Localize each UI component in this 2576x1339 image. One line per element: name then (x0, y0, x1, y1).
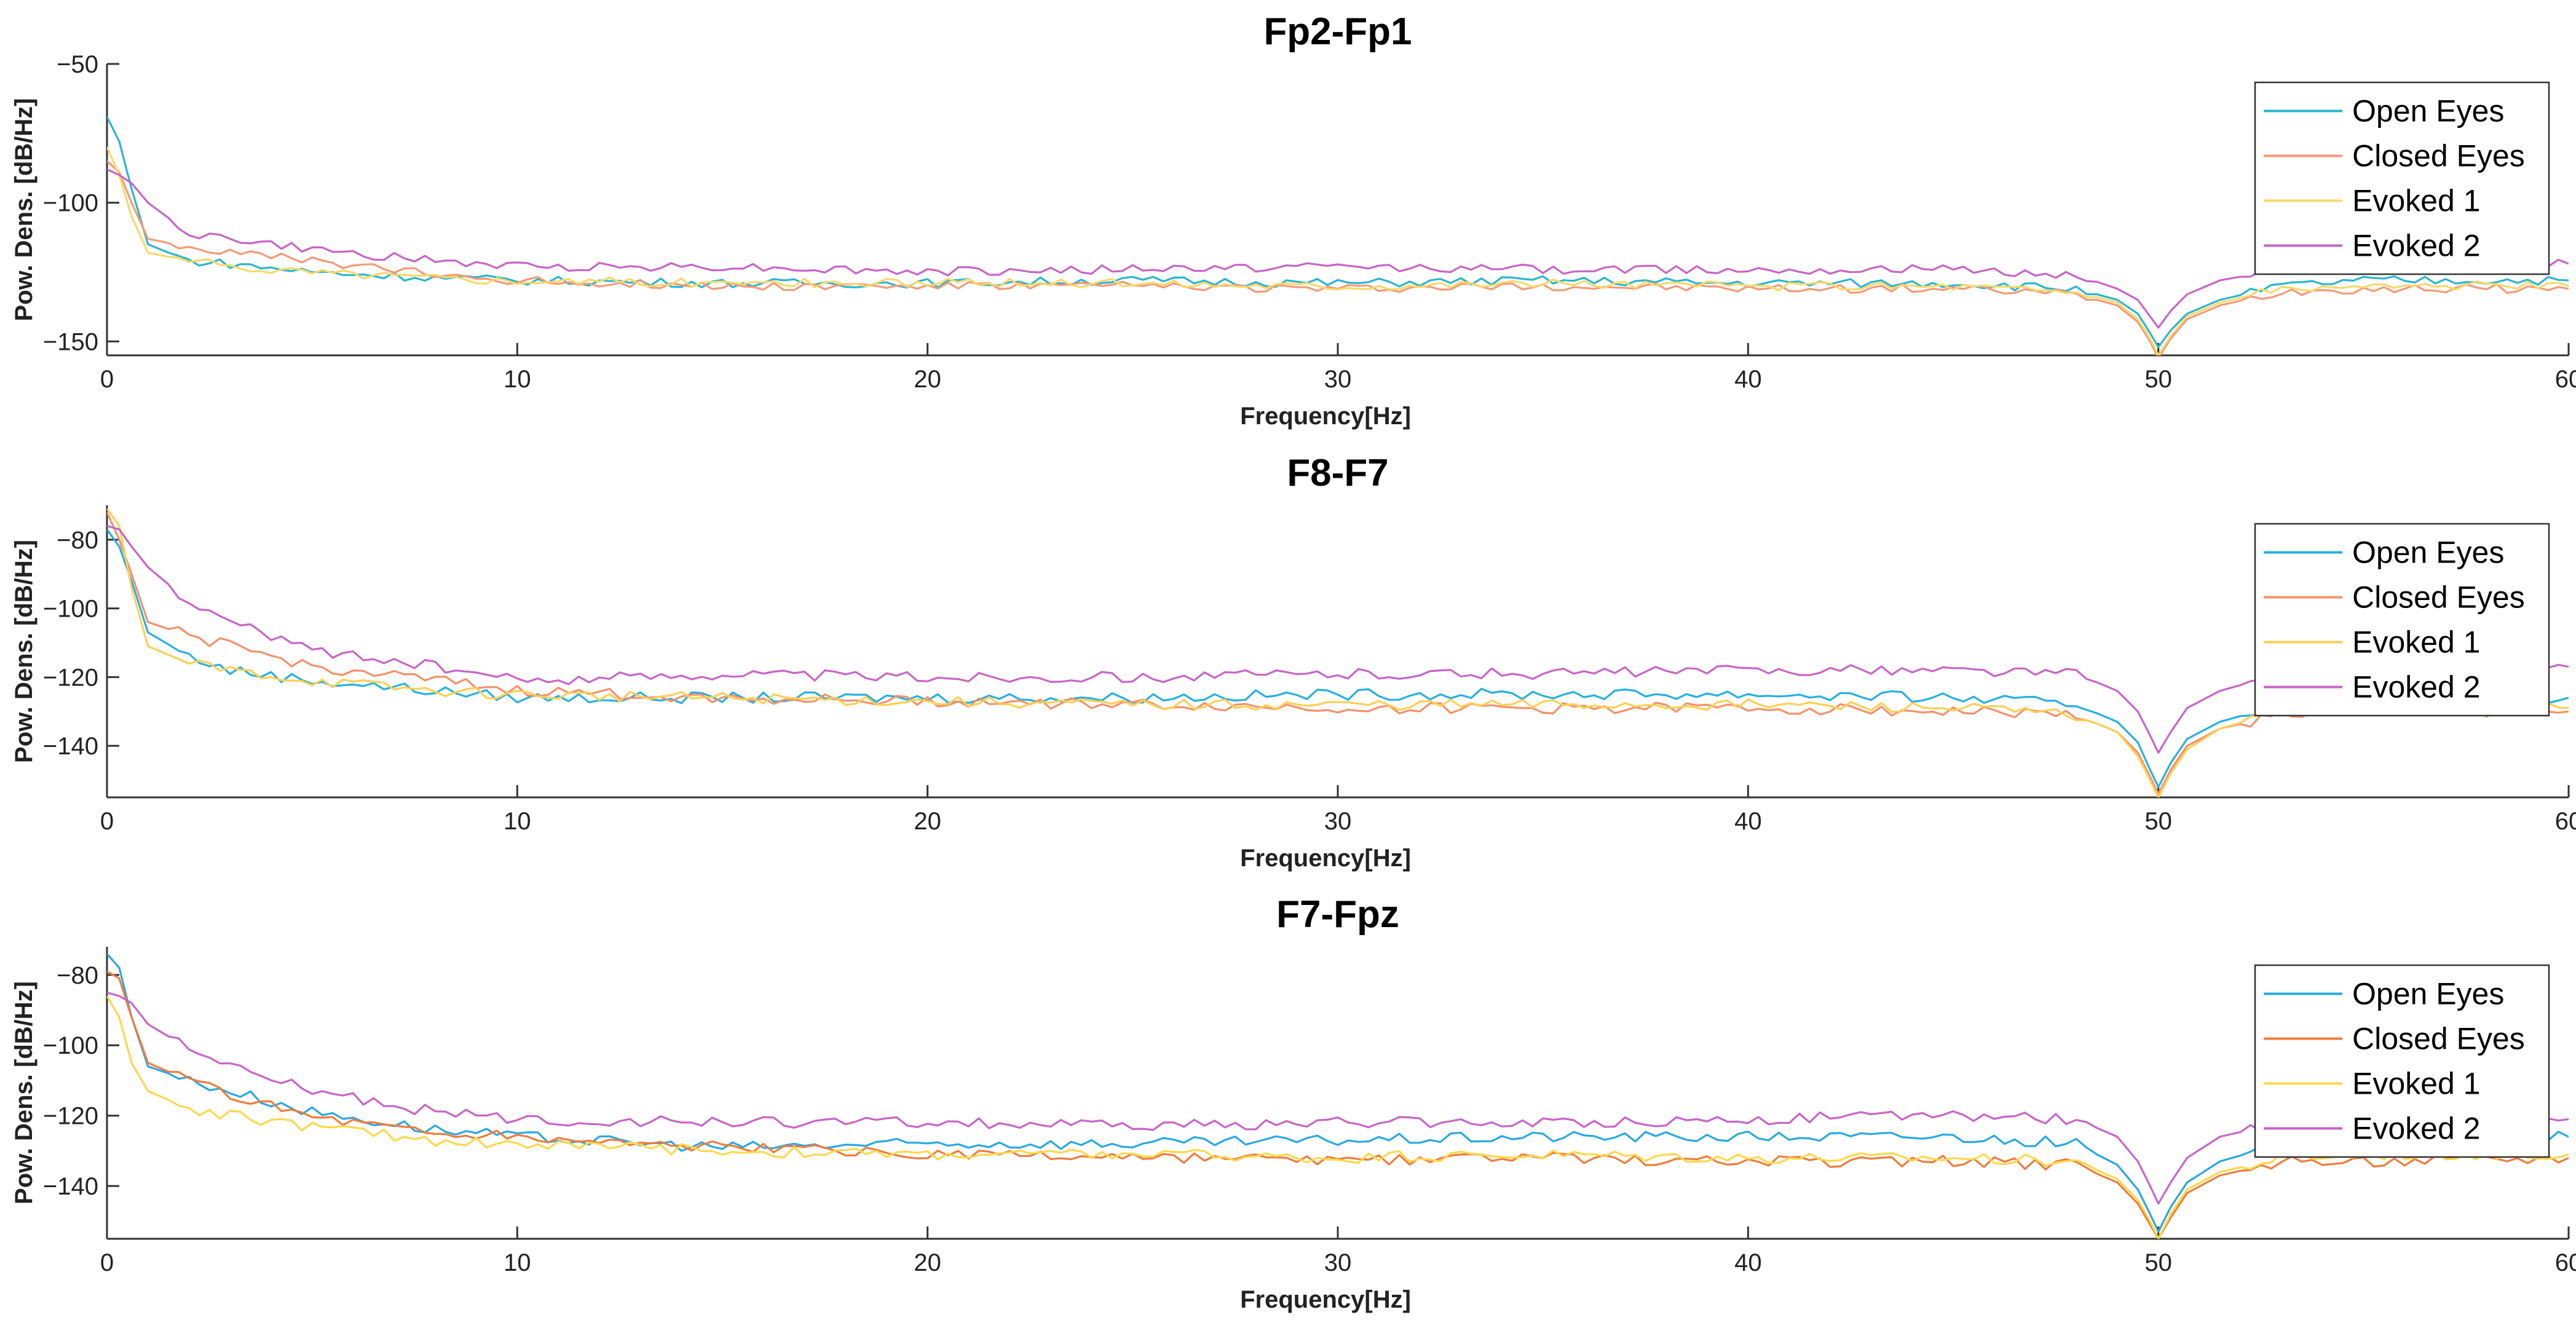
x-tick-label: 60 (2555, 366, 2576, 393)
series-line-evoked-2 (107, 991, 2569, 1205)
legend-box (2254, 523, 2550, 717)
x-tick-label: 30 (1324, 366, 1352, 393)
chart-title: F8-F7 (1287, 452, 1388, 494)
legend-label: Closed Eyes (2352, 580, 2525, 615)
chart-title: Fp2-Fp1 (1263, 10, 1412, 53)
x-tick-label: 20 (914, 366, 941, 393)
x-tick-label: 10 (504, 808, 531, 835)
y-axis-label: Pow. Dens. [dB/Hz] (10, 981, 38, 1204)
x-tick-label: 40 (1734, 366, 1762, 393)
x-axis-label: Frequency[Hz] (1240, 1286, 1411, 1313)
chart-panel-1: Fp2-Fp1 0 10 20 30 40 50 60 −50 −100 −150 Frequency… (10, 10, 2576, 430)
x-tick-label: 0 (100, 366, 114, 393)
legend-label: Open Eyes (2352, 94, 2504, 128)
legend-label: Evoked 2 (2352, 1112, 2480, 1146)
x-tick-label: 10 (504, 366, 531, 393)
x-tick-label: 40 (1734, 808, 1762, 835)
x-tick-label: 20 (914, 808, 941, 835)
y-tick-label: −100 (43, 190, 98, 217)
legend-label: Open Eyes (2352, 535, 2504, 570)
series-line-open-eyes (107, 529, 2569, 788)
x-tick-label: 0 (100, 808, 114, 835)
chart-panel-2: F8-F7 0 10 20 30 40 50 60 −80 −100 −120 −140 Frequen… (10, 452, 2576, 872)
y-tick-label: −120 (43, 664, 98, 691)
y-tick-label: −80 (57, 527, 98, 554)
legend-box (2254, 81, 2550, 275)
series-line-open-eyes (107, 116, 2569, 349)
series-line-evoked-2 (107, 524, 2569, 754)
y-tick-label: −140 (43, 1173, 98, 1200)
x-axis-label: Frequency[Hz] (1240, 403, 1411, 430)
legend-label: Evoked 2 (2352, 670, 2480, 705)
series-line-evoked-2 (107, 168, 2569, 329)
legend-label: Closed Eyes (2352, 1022, 2525, 1056)
legend: Open Eyes Closed Eyes Evoked 1 Evoked 2 (2254, 81, 2550, 275)
series-line-evoked-1 (107, 508, 2569, 797)
y-tick-label: −80 (57, 962, 98, 989)
x-tick-label: 40 (1734, 1249, 1762, 1276)
legend: Open Eyes Closed Eyes Evoked 1 Evoked 2 (2254, 523, 2550, 717)
y-tick-label: −120 (43, 1103, 98, 1130)
legend-label: Evoked 1 (2352, 1067, 2480, 1101)
x-tick-label: 60 (2555, 808, 2576, 835)
series-line-evoked-1 (107, 995, 2569, 1239)
y-tick-label: −100 (43, 1032, 98, 1059)
x-tick-label: 50 (2144, 1249, 2172, 1276)
legend-label: Evoked 1 (2352, 625, 2480, 660)
x-tick-label: 50 (2144, 366, 2172, 393)
series-line-open-eyes (107, 953, 2569, 1233)
x-tick-label: 60 (2555, 1249, 2576, 1276)
chart-title: F7-Fpz (1276, 893, 1399, 936)
y-tick-label: −150 (43, 328, 98, 355)
legend-label: Evoked 1 (2352, 184, 2480, 218)
x-tick-label: 50 (2144, 808, 2172, 835)
y-tick-label: −100 (43, 596, 98, 623)
chart-panel-3: F7-Fpz 0 10 20 30 40 50 60 −80 −100 −120 −140 Freque… (10, 893, 2576, 1313)
legend-label: Closed Eyes (2352, 139, 2525, 173)
series-line-closed-eyes (107, 512, 2569, 796)
y-tick-label: −50 (57, 51, 98, 78)
legend-box (2254, 964, 2550, 1158)
x-tick-label: 0 (100, 1249, 114, 1276)
y-axis-label: Pow. Dens. [dB/Hz] (10, 98, 38, 322)
x-tick-label: 20 (914, 1249, 941, 1276)
x-tick-label: 30 (1324, 1249, 1352, 1276)
x-tick-label: 30 (1324, 808, 1352, 835)
x-tick-label: 10 (504, 1249, 531, 1276)
series-line-evoked-1 (107, 146, 2569, 355)
legend-label: Evoked 2 (2352, 229, 2480, 263)
series-line-closed-eyes (107, 970, 2569, 1239)
y-axis-label: Pow. Dens. [dB/Hz] (10, 540, 38, 763)
y-tick-label: −140 (43, 733, 98, 760)
series-line-closed-eyes (107, 160, 2569, 355)
x-axis-label: Frequency[Hz] (1240, 845, 1411, 872)
legend-label: Open Eyes (2352, 977, 2504, 1011)
legend: Open Eyes Closed Eyes Evoked 1 Evoked 2 (2254, 964, 2550, 1158)
